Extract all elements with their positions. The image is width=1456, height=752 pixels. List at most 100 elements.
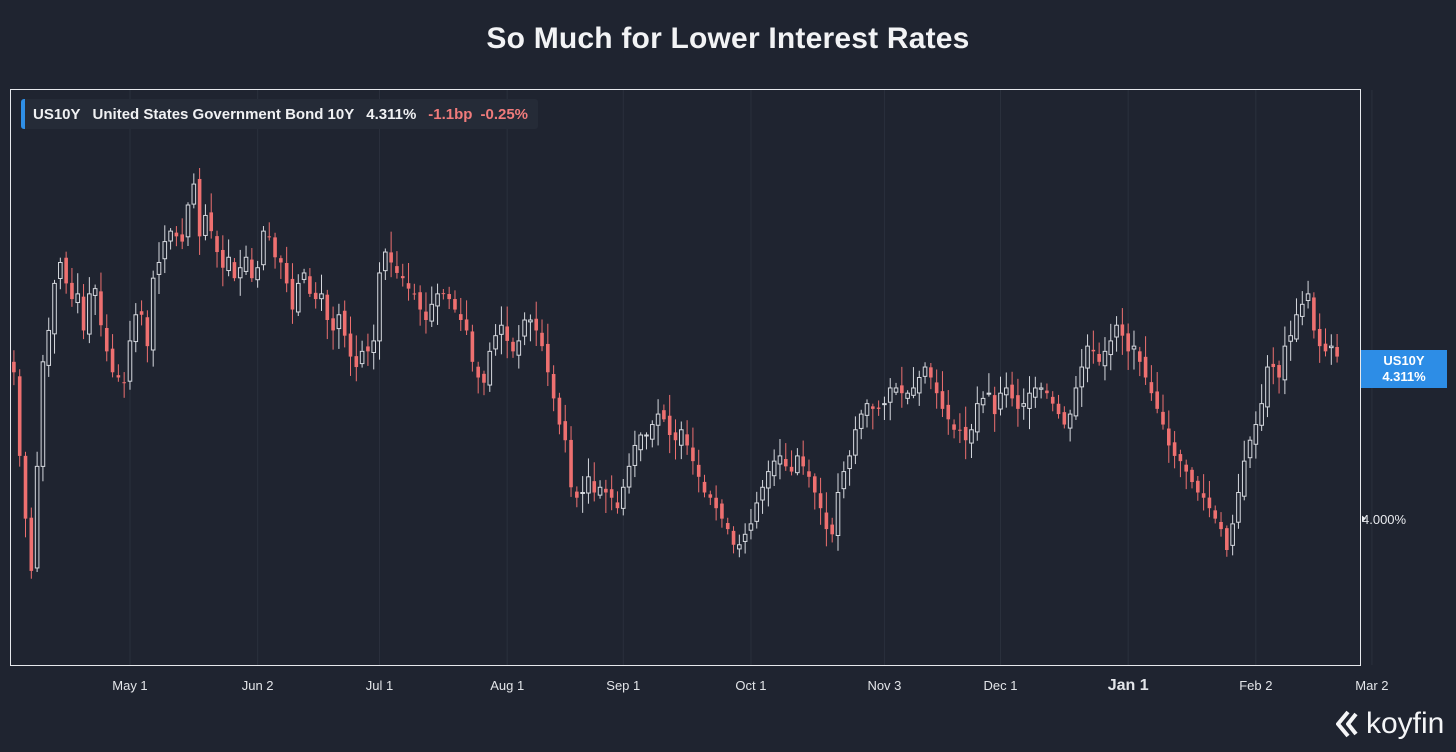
candle-up <box>795 448 800 476</box>
candle-body <box>156 262 162 275</box>
candle-body <box>963 426 968 441</box>
candle-up <box>620 479 626 516</box>
candle-down <box>551 365 556 412</box>
candle-down <box>470 324 475 372</box>
candle-down <box>900 366 904 408</box>
candle-body <box>290 278 295 310</box>
candle-down <box>534 301 539 347</box>
candle-down <box>180 218 185 250</box>
candle-body <box>127 340 133 382</box>
candle-down <box>458 297 463 331</box>
candle-up <box>649 420 655 448</box>
candle-body <box>929 367 933 378</box>
candle-body <box>1045 390 1049 394</box>
candle-body <box>464 319 469 331</box>
candle-body <box>858 413 864 429</box>
candle-up <box>377 262 382 360</box>
candle-up <box>87 277 92 344</box>
candle-body <box>209 212 214 232</box>
candle-down <box>818 477 823 525</box>
candle-body <box>261 230 266 266</box>
candle-body <box>319 293 324 300</box>
candle-body <box>1299 303 1305 317</box>
candle-down <box>139 300 144 326</box>
candle-up <box>586 458 591 504</box>
candle-body <box>203 214 208 236</box>
x-tick-label: Sep 1 <box>606 678 641 693</box>
candle-body <box>691 447 695 462</box>
candle-up <box>748 508 754 540</box>
candle-body <box>1305 293 1311 302</box>
x-tick-label: May 1 <box>112 678 148 693</box>
candle-down <box>812 473 817 510</box>
candle-body <box>1265 366 1270 408</box>
candle-up <box>1328 334 1334 365</box>
candle-body <box>1038 387 1044 390</box>
candle-body <box>1126 333 1130 352</box>
candle-down <box>720 499 724 528</box>
candle-body <box>1277 365 1281 378</box>
candle-down <box>476 361 480 394</box>
candle-body <box>441 293 446 295</box>
candle-down <box>876 400 881 416</box>
candle-down <box>290 263 295 324</box>
candle-up <box>1241 440 1247 501</box>
candle-down <box>708 490 713 506</box>
candle-body <box>737 544 742 550</box>
candle-up <box>168 228 173 250</box>
candle-down <box>1050 391 1055 412</box>
candle-body <box>900 385 904 394</box>
candle-down <box>946 390 951 435</box>
candle-up <box>156 242 162 295</box>
candle-down <box>1196 475 1200 501</box>
candle-down <box>116 364 121 382</box>
candle-body <box>267 236 272 238</box>
candle-body <box>615 502 620 509</box>
candle-body <box>824 512 829 530</box>
candle-body <box>435 293 440 307</box>
candle-body <box>1259 403 1264 426</box>
candle-down <box>12 350 16 386</box>
candle-up <box>255 260 260 288</box>
candle-body <box>580 492 585 494</box>
candle-body <box>801 456 805 467</box>
candle-down <box>453 290 457 313</box>
candle-body <box>974 403 980 433</box>
candle-body <box>58 262 63 279</box>
candle-body <box>557 397 562 425</box>
candle-up <box>777 439 783 480</box>
candle-up <box>1038 382 1044 399</box>
candle-body <box>818 493 823 509</box>
candle-body <box>969 429 974 444</box>
candle-up <box>626 453 632 494</box>
candle-down <box>331 306 335 350</box>
candle-up <box>632 430 638 478</box>
candle-up <box>737 534 742 558</box>
candle-down <box>830 517 834 543</box>
candle-body <box>911 387 916 396</box>
candle-down <box>104 314 109 362</box>
candle-body <box>720 503 724 519</box>
candle-body <box>992 395 997 415</box>
candle-body <box>551 374 556 399</box>
candle-down <box>232 257 237 282</box>
candle-up <box>986 373 992 397</box>
candle-body <box>377 272 382 342</box>
candle-body <box>243 256 249 272</box>
candle-up <box>771 449 777 486</box>
candle-down <box>557 392 562 435</box>
candle-up <box>383 248 388 281</box>
candle-body <box>887 387 893 403</box>
candle-up <box>1236 473 1241 529</box>
candle-body <box>1247 439 1253 459</box>
x-tick-label: Oct 1 <box>735 678 767 693</box>
candle-body <box>946 404 951 420</box>
candle-down <box>1056 394 1061 419</box>
candle-down <box>284 246 289 293</box>
candle-up <box>766 460 771 507</box>
candle-body <box>1213 510 1218 519</box>
x-tick-label: Jul 1 <box>365 678 394 693</box>
y-tick-mark <box>1362 515 1366 522</box>
series-legend[interactable]: US10Y United States Government Bond 10Y … <box>21 99 539 129</box>
candle-down <box>1045 383 1049 399</box>
